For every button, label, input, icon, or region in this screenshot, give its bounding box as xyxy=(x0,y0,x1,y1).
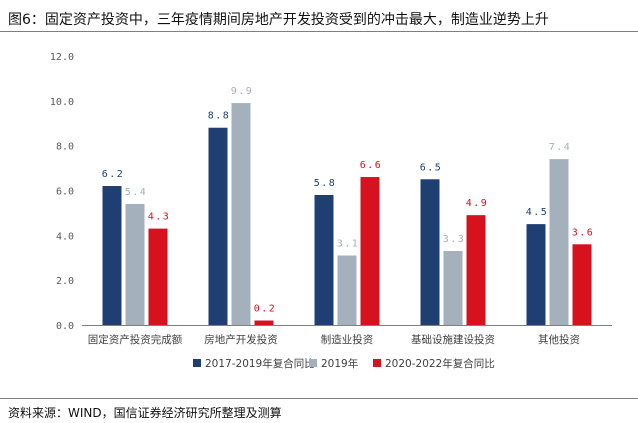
x-tick-label: 制造业投资 xyxy=(321,333,374,346)
data-label: 8.8 xyxy=(208,111,231,122)
y-tick-label: 4.0 xyxy=(56,231,74,242)
data-label: 9.9 xyxy=(231,86,254,97)
data-label: 3.6 xyxy=(572,227,595,238)
data-label: 6.5 xyxy=(420,162,443,173)
bar xyxy=(337,255,357,325)
x-tick-label: 固定资产投资完成额 xyxy=(88,333,183,346)
y-tick-label: 2.0 xyxy=(56,276,74,287)
chart-title: 图6：固定资产投资中，三年疫情期间房地产开发投资受到的冲击最大，制造业逆势上升 xyxy=(8,12,549,28)
bar xyxy=(420,179,440,325)
y-tick-label: 0.0 xyxy=(56,321,74,332)
bar xyxy=(443,251,463,325)
bar xyxy=(231,103,251,325)
data-label: 3.3 xyxy=(443,234,466,245)
y-tick-label: 12.0 xyxy=(50,52,74,63)
data-label: 5.4 xyxy=(125,187,148,198)
source-divider xyxy=(0,398,638,399)
legend-label: 2017-2019年复合同比 xyxy=(205,357,315,370)
y-tick-label: 10.0 xyxy=(50,97,74,108)
data-label: 0.2 xyxy=(254,304,277,315)
bar xyxy=(254,320,274,325)
bar xyxy=(102,186,122,325)
y-tick-label: 8.0 xyxy=(56,142,74,153)
bar-chart: 0.0 2.0 4.0 6.0 8.0 10.0 12.0 6.25.4 4.3 固定资产投资完成… xyxy=(50,52,612,370)
legend-swatch xyxy=(309,359,317,367)
data-label: 3.1 xyxy=(337,239,360,250)
legend-label: 2020-2022年复合同比 xyxy=(385,357,495,370)
data-label: 4.5 xyxy=(526,207,549,218)
data-label: 6.2 xyxy=(102,169,125,180)
bar xyxy=(208,127,228,325)
bar xyxy=(572,244,592,325)
title-divider xyxy=(0,31,638,32)
legend-label: 2019年 xyxy=(321,357,358,370)
data-label: 4.3 xyxy=(148,212,171,223)
bar xyxy=(360,177,380,325)
bar xyxy=(549,159,569,325)
data-label: 5.8 xyxy=(314,178,337,189)
data-label: 6.6 xyxy=(360,160,383,171)
x-tick-label: 房地产开发投资 xyxy=(204,333,278,346)
bar xyxy=(148,228,168,325)
x-tick-label: 其他投资 xyxy=(538,333,580,346)
data-label: 7.4 xyxy=(549,142,572,153)
legend-swatch xyxy=(193,359,201,367)
data-label: 4.9 xyxy=(466,198,489,209)
bar xyxy=(466,215,486,325)
bar xyxy=(314,194,334,325)
x-tick-label: 基础设施建设投资 xyxy=(411,333,495,346)
bar xyxy=(125,203,145,325)
y-tick-label: 6.0 xyxy=(56,187,74,198)
legend-swatch xyxy=(373,359,381,367)
bar xyxy=(526,224,546,325)
source-note: 资料来源：WIND，国信证券经济研究所整理及测算 xyxy=(8,406,282,420)
